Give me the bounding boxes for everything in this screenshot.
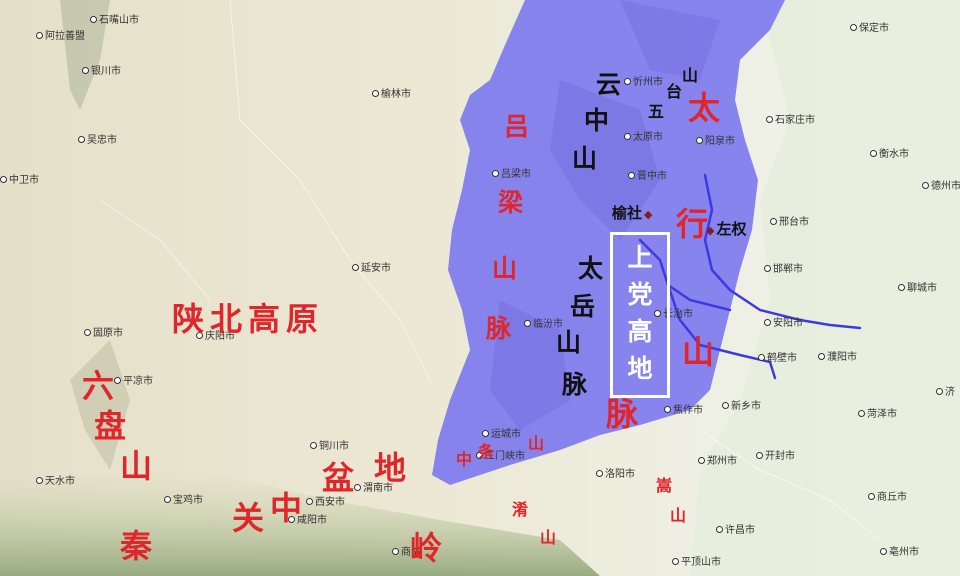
label-zhongtiao-char: 条	[478, 442, 495, 461]
label-yunzhong-char: 山	[572, 144, 598, 173]
label-wutai-char: 五	[648, 102, 665, 121]
label-taihang-char: 太	[688, 89, 721, 127]
label-liupan-char: 盘	[94, 407, 127, 445]
label-shangdang-char: 党	[627, 280, 653, 309]
city-label: 许昌市	[716, 526, 755, 536]
city-label: 开封市	[756, 452, 795, 462]
point-yushe-label: 榆社	[612, 204, 643, 222]
city-label: 银川市	[82, 67, 121, 77]
city-label: 延安市	[352, 264, 391, 274]
city-label: 衡水市	[870, 150, 909, 160]
city-label: 宝鸡市	[164, 496, 203, 506]
city-label: 中卫市	[0, 176, 39, 186]
label-liupan-char: 六	[82, 367, 115, 405]
label-wutai-char: 台	[666, 82, 683, 101]
city-label: 晋中市	[628, 172, 667, 182]
city-label: 吕梁市	[492, 170, 531, 180]
label-lvliang-char: 山	[492, 254, 518, 283]
label-shangdang-box: 上 党 高 地	[610, 232, 670, 398]
city-label: 临汾市	[524, 320, 563, 330]
city-label: 天水市	[36, 477, 75, 487]
city-label: 新乡市	[722, 402, 761, 412]
label-xiao-char: 淆	[512, 500, 529, 519]
city-label: 铜川市	[310, 442, 349, 452]
city-label: 焦作市	[664, 406, 703, 416]
city-label: 忻州市	[624, 78, 663, 88]
city-label: 邢台市	[770, 218, 809, 228]
label-song-char: 嵩	[656, 476, 673, 495]
label-taihang-char: 行	[676, 205, 709, 243]
label-lvliang-char: 脉	[486, 314, 512, 343]
label-shangdang-char: 地	[627, 354, 653, 383]
city-label: 郑州市	[698, 457, 737, 467]
city-label: 石嘴山市	[90, 16, 139, 26]
city-label: 洛阳市	[596, 470, 635, 480]
city-label: 三门峡市	[476, 452, 525, 462]
label-lvliang-char: 吕	[504, 112, 530, 141]
city-label: 长治市	[654, 310, 693, 320]
city-label: 运城市	[482, 430, 521, 440]
city-label: 保定市	[850, 24, 889, 34]
label-liupan-char: 山	[120, 447, 153, 485]
label-qinling-char: 岭	[410, 529, 443, 567]
label-guanzhong-char: 地	[374, 449, 407, 487]
city-label: 菏泽市	[858, 410, 897, 420]
city-label: 咸阳市	[288, 516, 327, 526]
point-yushe: 榆社 ◆	[612, 206, 652, 221]
diamond-marker-icon: ◆	[644, 208, 653, 221]
city-label: 济	[936, 388, 955, 398]
label-taiyue-char: 岳	[570, 292, 596, 321]
city-label: 聊城市	[898, 284, 937, 294]
city-label: 濮阳市	[818, 353, 857, 363]
label-taiyue-char: 脉	[562, 370, 588, 399]
label-guanzhong-char: 关	[232, 499, 265, 537]
city-label: 平顶山市	[672, 558, 721, 568]
label-zhongtiao-char: 中	[456, 450, 473, 469]
city-label: 石家庄市	[766, 116, 815, 126]
label-yunzhong-char: 云	[596, 70, 622, 99]
city-label: 固原市	[84, 329, 123, 339]
label-shangdang-char: 高	[627, 317, 653, 346]
city-label: 鹤壁市	[758, 354, 797, 364]
city-label: 吴忠市	[78, 136, 117, 146]
diamond-marker-icon: ◆	[706, 224, 715, 237]
label-taiyue-char: 太	[578, 254, 604, 283]
city-label: 太原市	[624, 133, 663, 143]
label-lvliang-char: 梁	[498, 188, 524, 217]
city-label: 平凉市	[114, 377, 153, 387]
city-label: 渭南市	[354, 484, 393, 494]
city-label: 庆阳市	[196, 332, 235, 342]
label-guanzhong-char: 盆	[322, 459, 355, 497]
label-shangdang-char: 上	[627, 243, 653, 272]
label-yunzhong-char: 中	[584, 106, 610, 135]
city-label: 西安市	[306, 498, 345, 508]
label-xiao-char: 山	[540, 528, 557, 547]
label-guanzhong-char: 中	[270, 489, 303, 527]
city-label: 榆林市	[372, 90, 411, 100]
point-zuoquan: ◆ 左权	[706, 222, 746, 237]
city-label: 商丘市	[868, 493, 907, 503]
label-wutai-char: 山	[682, 66, 699, 85]
label-shaanbei-plateau: 陕北高原	[172, 300, 325, 338]
label-qinling-char: 秦	[120, 527, 153, 565]
city-label: 阳泉市	[696, 137, 735, 147]
city-label: 邯郸市	[764, 265, 803, 275]
label-zhongtiao-char: 山	[528, 434, 545, 453]
city-label: 亳州市	[880, 548, 919, 558]
highlight-region	[432, 0, 785, 485]
city-label: 商洛	[392, 548, 421, 558]
label-taihang-char: 脉	[606, 395, 639, 433]
label-taihang-char: 山	[682, 333, 715, 371]
city-label: 阿拉善盟	[36, 32, 85, 42]
point-zuoquan-label: 左权	[716, 220, 747, 238]
city-label: 安阳市	[764, 319, 803, 329]
city-label: 德州市	[922, 182, 960, 192]
label-song-char: 山	[670, 506, 687, 525]
label-taiyue-char: 山	[556, 328, 582, 357]
